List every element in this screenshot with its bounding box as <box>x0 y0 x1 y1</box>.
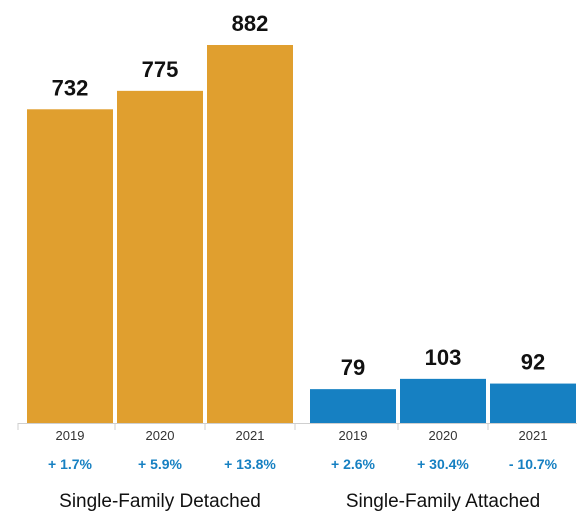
year-tick-label: 2020 <box>146 428 175 443</box>
percent-change-label: + 5.9% <box>138 456 183 472</box>
year-tick-label: 2021 <box>236 428 265 443</box>
year-tick-label: 2019 <box>56 428 85 443</box>
value-label: 775 <box>142 57 179 82</box>
bar-detached-2020 <box>117 90 203 423</box>
group-label: Single-Family Attached <box>346 491 540 512</box>
year-tick-label: 2019 <box>339 428 368 443</box>
bar-detached-2019 <box>27 109 113 424</box>
value-label: 79 <box>341 355 365 380</box>
year-tick-label: 2021 <box>519 428 548 443</box>
value-label: 882 <box>232 11 269 36</box>
percent-change-label: - 10.7% <box>509 456 558 472</box>
labels-layer: 732 2019 + 1.7% 775 2020 + 5.9% 882 2021 + 13.8%… <box>17 11 558 512</box>
percent-change-label: + 2.6% <box>331 456 376 472</box>
bar-attached-2020 <box>400 378 486 423</box>
value-label: 103 <box>425 345 462 370</box>
bar-detached-2021 <box>207 45 293 423</box>
group-label: Single-Family Detached <box>59 491 261 512</box>
bar-attached-2019 <box>310 389 396 423</box>
value-label: 732 <box>52 75 89 100</box>
year-tick-label: 2020 <box>429 428 458 443</box>
percent-change-label: + 30.4% <box>417 456 469 472</box>
bars-layer <box>27 45 576 424</box>
bar-attached-2021 <box>490 383 576 423</box>
percent-change-label: + 1.7% <box>48 456 93 472</box>
percent-change-label: + 13.8% <box>224 456 276 472</box>
value-label: 92 <box>521 350 545 375</box>
